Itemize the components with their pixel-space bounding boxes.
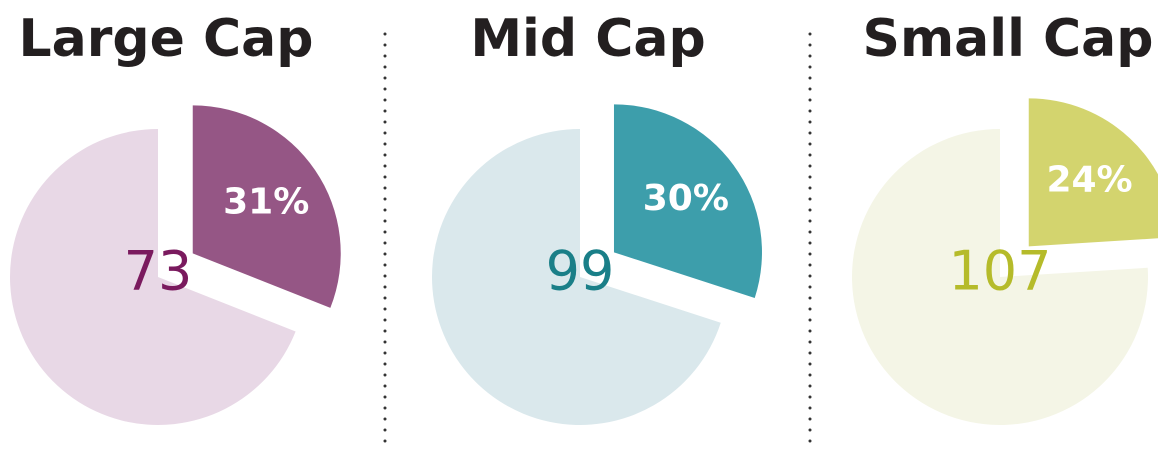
slice-label: 24% — [1046, 160, 1132, 201]
center-value: 73 — [124, 240, 193, 303]
pie-slice — [613, 104, 762, 299]
slice-label: 30% — [643, 178, 729, 219]
center-value: 107 — [948, 240, 1051, 303]
pie-slice — [432, 129, 721, 425]
pie-slice — [192, 105, 341, 308]
pie-slice — [10, 129, 296, 425]
center-value: 99 — [546, 240, 615, 303]
slice-label: 31% — [223, 181, 309, 222]
pie-slice — [852, 129, 1149, 426]
chart-title: Large Cap — [19, 9, 314, 69]
chart-title: Mid Cap — [470, 9, 705, 69]
pie-slice — [1028, 98, 1158, 247]
chart-title: Small Cap — [863, 9, 1154, 69]
